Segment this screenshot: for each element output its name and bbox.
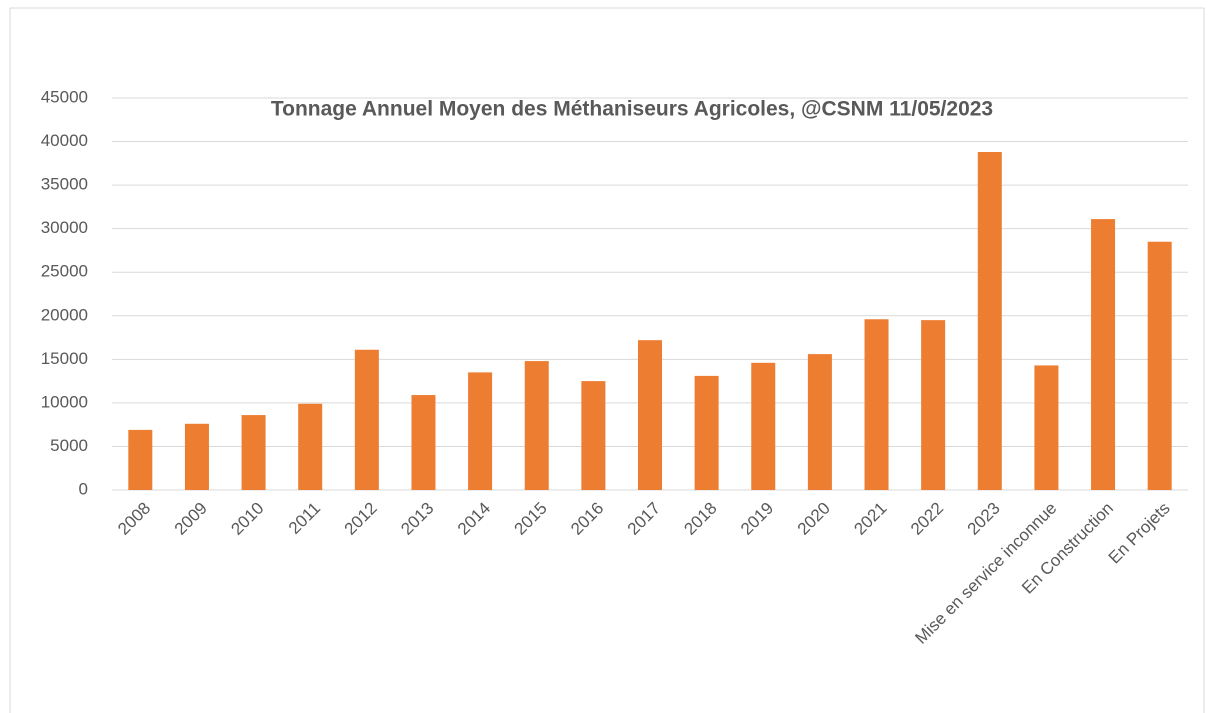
- x-tick-label: 2014: [454, 499, 494, 539]
- x-tick-label: 2009: [171, 499, 211, 539]
- y-tick-label: 30000: [41, 218, 88, 237]
- chart-border: [9, 7, 1205, 713]
- bar: [1147, 241, 1172, 490]
- y-tick-label: 15000: [41, 349, 88, 368]
- bar: [638, 340, 662, 490]
- y-tick-label: 20000: [41, 305, 88, 324]
- y-tick-label: 25000: [41, 262, 88, 281]
- x-tick-label: 2010: [227, 499, 267, 539]
- y-tick-label: 0: [79, 479, 88, 498]
- bar: [411, 395, 436, 490]
- x-tick-label: 2020: [794, 499, 834, 539]
- bar: [751, 362, 776, 490]
- bar: [298, 403, 323, 490]
- bar: [241, 415, 266, 490]
- bar: [354, 349, 379, 490]
- x-tick-label: 2022: [907, 499, 947, 539]
- x-tick-label: En Projets: [1105, 499, 1174, 568]
- chart-title: Tonnage Annuel Moyen des Méthaniseurs Ag…: [271, 98, 993, 121]
- x-tick-label: 2023: [964, 499, 1004, 539]
- bar: [468, 372, 493, 490]
- y-tick-label: 10000: [41, 392, 88, 411]
- bar: [807, 354, 832, 490]
- x-tick-label: 2021: [850, 499, 890, 539]
- bar: [977, 152, 1002, 490]
- bar: [921, 320, 946, 490]
- x-tick-label: 2013: [397, 499, 437, 539]
- x-tick-label: 2012: [341, 499, 381, 539]
- x-tick-label: 2016: [567, 499, 607, 539]
- bar: [1034, 365, 1059, 490]
- x-tick-label: 2018: [680, 499, 720, 539]
- y-tick-label: 45000: [41, 87, 88, 106]
- y-tick-label: 40000: [41, 131, 88, 150]
- y-tick-label: 35000: [41, 175, 88, 194]
- x-tick-label: 2015: [511, 499, 551, 539]
- x-tick-label: 2019: [737, 499, 777, 539]
- bar: [864, 319, 889, 490]
- bar: [128, 429, 153, 490]
- bar: [581, 381, 606, 490]
- bar: [694, 375, 719, 490]
- x-tick-label: 2008: [114, 499, 154, 539]
- bar: [524, 361, 549, 490]
- x-tick-label: 2017: [624, 499, 664, 539]
- x-tick-label: 2011: [285, 499, 324, 538]
- y-tick-label: 5000: [50, 436, 88, 455]
- bar: [184, 423, 209, 490]
- bar: [1091, 219, 1116, 490]
